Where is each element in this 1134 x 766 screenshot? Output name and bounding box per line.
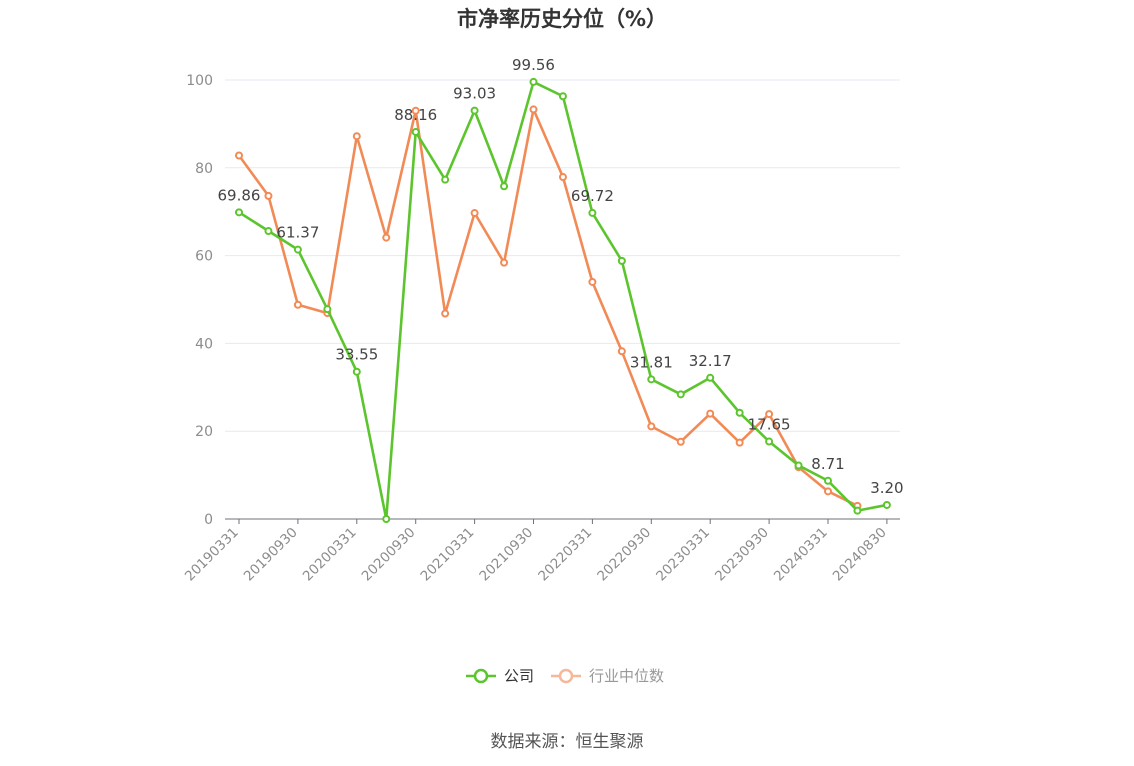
- data-point: [824, 487, 832, 496]
- y-tick-label: 80: [195, 161, 213, 177]
- data-point: [588, 277, 597, 286]
- legend: 公司 行业中位数: [466, 667, 664, 685]
- y-tick-label: 40: [195, 336, 213, 352]
- data-point: [500, 182, 509, 191]
- grid: [225, 79, 900, 432]
- data-label: 61.37: [276, 224, 319, 242]
- data-point: [765, 410, 774, 419]
- y-tick-label: 0: [204, 512, 213, 528]
- legend-marker: [473, 668, 489, 684]
- x-tick-label: 20200930: [359, 525, 419, 585]
- data-point: [824, 476, 832, 485]
- data-point: [588, 208, 597, 217]
- data-point: [441, 309, 450, 318]
- data-point: [647, 375, 656, 384]
- legend-label: 公司: [504, 667, 534, 685]
- data-point: [293, 245, 302, 254]
- data-point: [794, 461, 803, 470]
- x-tick-label: 20230930: [712, 525, 772, 585]
- data-point: [352, 367, 361, 376]
- y-tick-label: 100: [186, 73, 213, 89]
- data-label: 8.71: [811, 455, 844, 473]
- y-tick-label: 60: [195, 249, 213, 265]
- data-point: [470, 106, 479, 115]
- data-label: 93.03: [453, 85, 496, 103]
- data-point: [382, 515, 391, 523]
- data-label: 88.16: [394, 106, 437, 124]
- data-point: [882, 500, 891, 509]
- data-label: 3.20: [870, 479, 903, 497]
- data-point: [676, 437, 685, 446]
- x-tick-label: 20220331: [535, 525, 595, 585]
- x-tick-label: 20210930: [476, 525, 536, 585]
- series-line: [237, 108, 859, 507]
- data-point: [765, 437, 774, 446]
- data-point: [293, 300, 302, 309]
- chart-title: 市净率历史分位（%）: [457, 7, 667, 31]
- data-label: 99.56: [512, 56, 555, 74]
- data-point: [558, 92, 567, 101]
- x-axis: 2019033120190930202003312020093020210331…: [182, 518, 900, 585]
- data-point: [382, 233, 391, 242]
- data-point: [470, 209, 479, 218]
- data-labels: 69.86 61.37 33.55 88.16 93.03 99.56 69.72 31.81…: [218, 56, 904, 497]
- data-point: [706, 373, 715, 382]
- y-tick-label: 20: [195, 424, 213, 440]
- data-point: [500, 258, 509, 267]
- x-tick-label: 20210331: [418, 525, 478, 585]
- data-point: [235, 208, 243, 217]
- legend-item-0: 公司: [466, 667, 534, 685]
- legend-label: 行业中位数: [589, 667, 664, 685]
- data-label: 33.55: [335, 346, 378, 364]
- data-point: [735, 438, 744, 447]
- legend-marker: [558, 668, 574, 684]
- data-point: [529, 105, 538, 114]
- data-point: [411, 127, 420, 136]
- x-tick-label: 20240331: [771, 525, 831, 585]
- data-point: [617, 256, 626, 265]
- data-label: 32.17: [689, 352, 732, 370]
- data-point: [558, 173, 567, 182]
- data-point: [735, 408, 744, 417]
- data-label: 69.72: [571, 187, 614, 205]
- data-label: 69.86: [218, 186, 261, 204]
- data-point: [323, 305, 332, 314]
- data-point: [411, 106, 420, 115]
- data-point: [706, 409, 715, 418]
- data-point: [647, 422, 656, 431]
- data-point: [676, 390, 685, 399]
- legend-item-1: 行业中位数: [551, 667, 664, 685]
- x-tick-label: 20190331: [182, 525, 242, 585]
- data-label: 31.81: [630, 353, 673, 371]
- data-label: 17.65: [748, 416, 791, 434]
- x-tick-label: 20200331: [300, 525, 360, 585]
- data-point: [617, 347, 626, 356]
- x-tick-label: 20230331: [653, 525, 713, 585]
- x-tick-label: 20220930: [594, 525, 654, 585]
- source-note: 数据来源：恒生聚源: [491, 732, 644, 752]
- series-0: [235, 77, 891, 523]
- y-axis: 0 20 40 60 80 100: [186, 73, 213, 528]
- data-point: [529, 77, 538, 86]
- data-point: [264, 227, 273, 236]
- x-tick-label: 20190930: [241, 525, 301, 585]
- x-tick-label: 20240830: [830, 525, 890, 585]
- data-point: [352, 132, 361, 141]
- data-point: [441, 175, 450, 184]
- series-layer: [235, 77, 891, 523]
- data-point: [235, 151, 243, 160]
- data-point: [853, 506, 862, 515]
- data-point: [264, 191, 273, 200]
